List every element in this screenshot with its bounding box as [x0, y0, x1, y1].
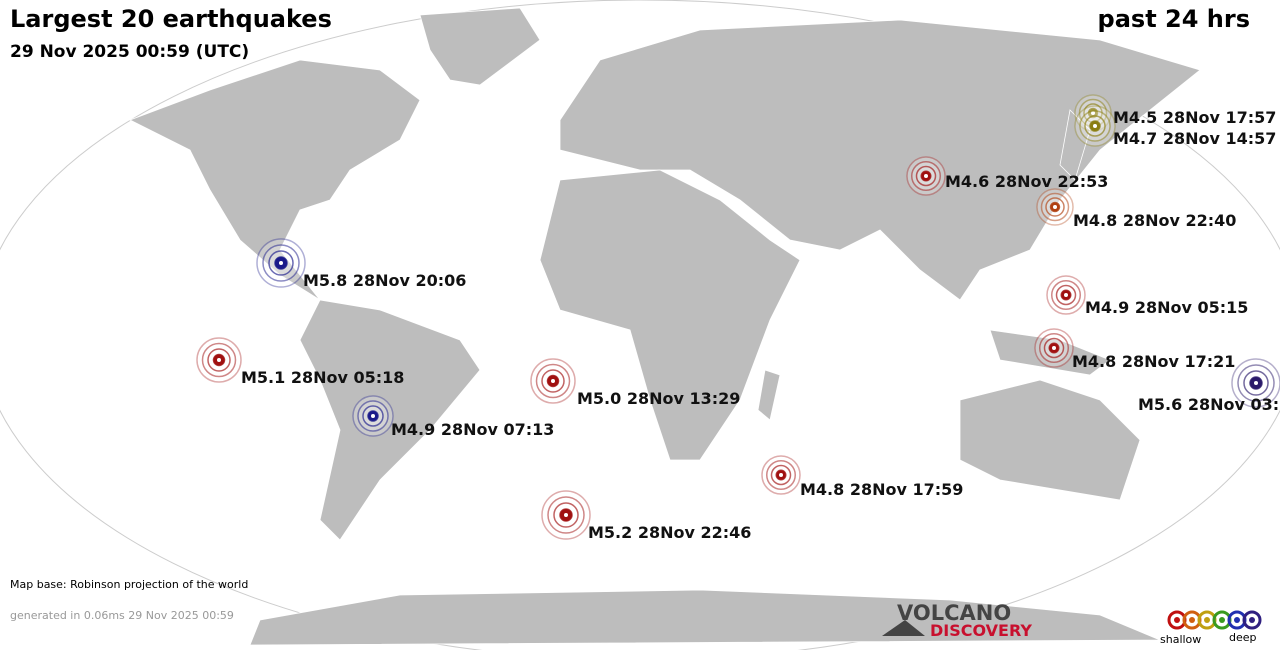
logo-icon [882, 620, 925, 636]
generated: generated in 0.06ms 29 Nov 2025 00:59 [10, 609, 234, 622]
marker-core [779, 473, 783, 477]
quake-label: M4.9 28Nov 05:15 [1085, 298, 1248, 317]
quake-label: M5.6 28Nov 03:3 [1138, 395, 1280, 414]
quake-marker [761, 455, 801, 495]
timestamp: 29 Nov 2025 00:59 (UTC) [10, 42, 249, 62]
legend-ring [1242, 610, 1262, 630]
marker-core [1093, 124, 1097, 128]
quake-label: M4.8 28Nov 17:59 [800, 480, 963, 499]
quake-marker [352, 395, 394, 437]
legend-dot [1234, 617, 1240, 623]
logo-line1: VOLCANO [897, 601, 1011, 625]
marker-core [1064, 293, 1068, 297]
marker-core [279, 261, 283, 265]
marker-core [1254, 381, 1258, 385]
marker-core [1053, 205, 1057, 209]
legend [1167, 610, 1262, 630]
quake-label: M4.7 28Nov 14:57 [1113, 129, 1276, 148]
quake-marker [541, 490, 591, 540]
marker-core [1052, 346, 1056, 350]
quake-label: M4.5 28Nov 17:57 [1113, 108, 1276, 127]
title: Largest 20 earthquakes [10, 5, 332, 33]
quake-marker [906, 156, 946, 196]
quake-marker [1074, 105, 1116, 147]
quake-marker [530, 358, 576, 404]
quake-marker [1036, 188, 1074, 226]
land [129, 7, 1201, 646]
quake-marker [1034, 328, 1074, 368]
quake-marker [1231, 358, 1280, 408]
legend-dot [1174, 617, 1180, 623]
quake-marker [1074, 94, 1112, 132]
marker-core [924, 174, 928, 178]
marker-core [564, 513, 568, 517]
quakes: M4.5 28Nov 17:57 M4.7 28Nov 14:57 M4.6 28N… [196, 94, 1280, 542]
legend-deep: deep [1229, 631, 1257, 644]
quake-marker [256, 238, 306, 288]
quake-label: M5.2 28Nov 22:46 [588, 523, 751, 542]
legend-dot [1189, 617, 1195, 623]
legend-dot [1204, 617, 1210, 623]
quake-label: M4.6 28Nov 22:53 [945, 172, 1108, 191]
quake-label: M4.9 28Nov 07:13 [391, 420, 554, 439]
legend-dot [1249, 617, 1255, 623]
quake-marker [196, 337, 242, 383]
quake-marker [1046, 275, 1086, 315]
legend-dot [1219, 617, 1225, 623]
quake-label: M5.1 28Nov 05:18 [241, 368, 404, 387]
quake-label: M5.8 28Nov 20:06 [303, 271, 466, 290]
logo-line2: DISCOVERY [930, 621, 1032, 640]
period: past 24 hrs [1098, 5, 1250, 33]
quake-label: M4.8 28Nov 17:21 [1072, 352, 1235, 371]
marker-core [371, 414, 375, 418]
quake-label: M5.0 28Nov 13:29 [577, 389, 740, 408]
map-base: Map base: Robinson projection of the wor… [10, 578, 248, 591]
quake-label: M4.8 28Nov 22:40 [1073, 211, 1236, 230]
marker-core [217, 358, 221, 362]
marker-core [551, 379, 555, 383]
legend-shallow: shallow [1160, 633, 1201, 646]
